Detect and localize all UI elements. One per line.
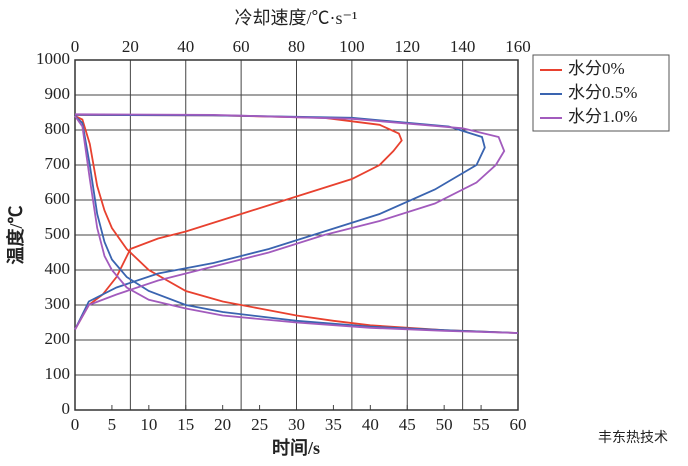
x2-tick-label: 160 [505, 37, 531, 56]
y-tick-label: 0 [62, 399, 71, 418]
cooling-rate-curve [74, 114, 403, 330]
cooling-rate-curve [74, 114, 486, 330]
x-tick-label: 0 [71, 415, 80, 434]
x2-tick-label: 120 [395, 37, 421, 56]
cooling-rate-curve [74, 113, 506, 330]
watermark: 丰东热技术 [598, 430, 668, 446]
y-tick-label: 100 [45, 364, 71, 383]
x2-tick-label: 0 [71, 37, 80, 56]
y-tick-label: 900 [45, 84, 71, 103]
x2-tick-label: 80 [288, 37, 305, 56]
x2-tick-label: 140 [450, 37, 476, 56]
x-tick-label: 20 [214, 415, 231, 434]
x-axis-label: 时间/s [272, 438, 320, 458]
x-tick-label: 10 [140, 415, 157, 434]
y-tick-label: 700 [45, 154, 71, 173]
x2-tick-label: 20 [122, 37, 139, 56]
y-tick-label: 500 [45, 224, 71, 243]
legend-label: 水分1.0% [568, 107, 637, 126]
y-axis-label: 温度/℃ [5, 205, 26, 264]
y-tick-label: 800 [45, 119, 71, 138]
time-curve [74, 115, 519, 334]
plot-frame [74, 59, 519, 411]
x2-tick-label: 60 [233, 37, 250, 56]
time-curve [74, 115, 519, 334]
x-tick-label: 50 [436, 415, 453, 434]
x-tick-label: 60 [510, 415, 527, 434]
x-tick-label: 45 [399, 415, 416, 434]
x-tick-label: 40 [362, 415, 379, 434]
x2-tick-label: 40 [177, 37, 194, 56]
x-tick-label: 30 [288, 415, 305, 434]
legend-label: 水分0.5% [568, 83, 637, 102]
y-tick-label: 400 [45, 259, 71, 278]
x-tick-label: 35 [325, 415, 342, 434]
x-tick-label: 5 [108, 415, 117, 434]
y-tick-label: 1000 [36, 49, 70, 68]
time-curve [74, 115, 519, 334]
x-tick-label: 15 [177, 415, 194, 434]
y-tick-label: 300 [45, 294, 71, 313]
y-tick-label: 600 [45, 189, 71, 208]
x2-axis-label: 冷却速度/℃·s⁻¹ [235, 8, 358, 28]
x-tick-label: 55 [473, 415, 490, 434]
x-tick-label: 25 [251, 415, 268, 434]
x2-tick-label: 100 [339, 37, 365, 56]
y-tick-label: 200 [45, 329, 71, 348]
legend-label: 水分0% [568, 59, 625, 78]
